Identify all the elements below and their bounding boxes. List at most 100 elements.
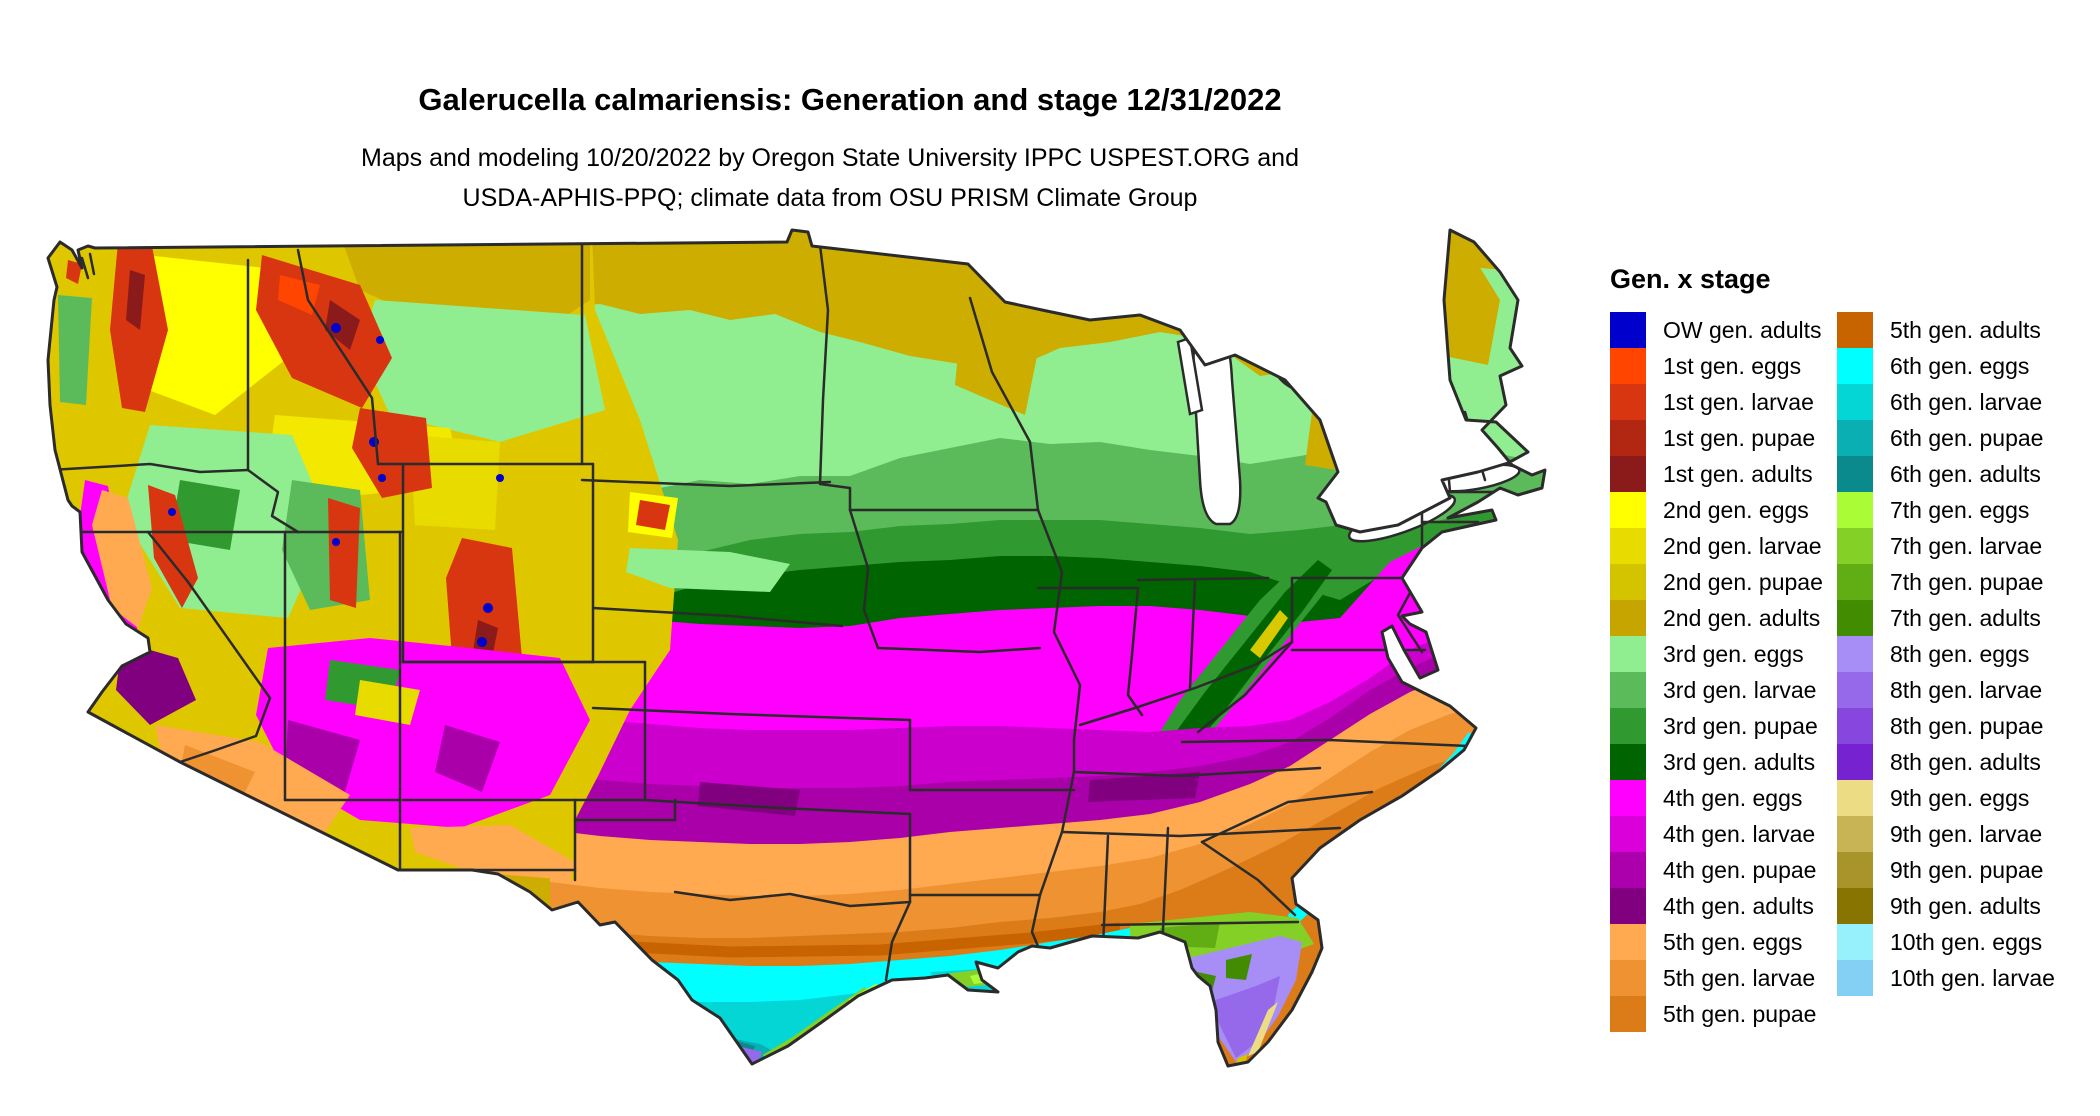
legend-swatch xyxy=(1610,888,1646,924)
mt-ltgreen xyxy=(360,300,605,442)
legend-item: 6th gen. adults xyxy=(1837,456,2064,492)
legend-item-label: 7th gen. larvae xyxy=(1890,532,2043,559)
legend-swatch xyxy=(1610,636,1646,672)
legend-item: 6th gen. eggs xyxy=(1837,348,2064,384)
legend-swatch xyxy=(1610,852,1646,888)
legend-swatch xyxy=(1837,564,1873,600)
legend-item-label: 9th gen. adults xyxy=(1890,892,2041,919)
legend-item-label: 9th gen. larvae xyxy=(1890,820,2043,847)
legend-swatch xyxy=(1837,456,1873,492)
legend-swatch xyxy=(1610,780,1646,816)
legend-item: 1st gen. adults xyxy=(1610,456,1837,492)
fl-khaki-sliver xyxy=(1248,1002,1278,1056)
legend-title: Gen. x stage xyxy=(1610,264,1771,294)
strip-5th-adults xyxy=(574,922,1121,958)
legend-item: 1st gen. pupae xyxy=(1610,420,1837,456)
legend-item: 8th gen. adults xyxy=(1837,744,2064,780)
legend-item: 8th gen. eggs xyxy=(1837,636,2064,672)
legend-swatch xyxy=(1837,672,1873,708)
legend-item-label: 2nd gen. eggs xyxy=(1663,496,1809,523)
legend: Gen. x stage OW gen. adults 1st gen. eggs… xyxy=(1610,264,2064,1032)
legend-swatch xyxy=(1837,924,1873,960)
page-title: Galerucella calmariensis: Generation and… xyxy=(418,82,1282,117)
legend-item-label: 2nd gen. pupae xyxy=(1663,568,1823,595)
legend-item: 9th gen. adults xyxy=(1837,888,2064,924)
legend-item-label: 4th gen. eggs xyxy=(1663,784,1803,811)
legend-item: 4th gen. eggs xyxy=(1610,780,1837,816)
mt-gold xyxy=(320,230,590,340)
legend-item-label: 8th gen. adults xyxy=(1890,748,2041,775)
ne-sandhills-green xyxy=(626,548,790,592)
legend-item: 3rd gen. pupae xyxy=(1610,708,1837,744)
legend-swatch xyxy=(1837,888,1873,924)
legend-swatch xyxy=(1610,564,1646,600)
legend-item: 4th gen. larvae xyxy=(1610,816,1837,852)
legend-swatch xyxy=(1837,312,1873,348)
legend-item: 2nd gen. pupae xyxy=(1610,564,1837,600)
legend-swatch xyxy=(1610,672,1646,708)
legend-item-label: 5th gen. pupae xyxy=(1663,1000,1817,1027)
vt-gold-speck xyxy=(1424,385,1445,442)
legend-swatch xyxy=(1610,708,1646,744)
legend-item: 7th gen. larvae xyxy=(1837,528,2064,564)
legend-swatch xyxy=(1610,420,1646,456)
legend-item: 9th gen. pupae xyxy=(1837,852,2064,888)
legend-item: 8th gen. pupae xyxy=(1837,708,2064,744)
legend-item: 2nd gen. adults xyxy=(1610,600,1837,636)
legend-item-label: 7th gen. eggs xyxy=(1890,496,2030,523)
fl-green-adults-b xyxy=(1226,954,1252,980)
legend-columns: OW gen. adults 1st gen. eggs 1st gen. larv… xyxy=(1610,312,2064,1032)
legend-item-label: 5th gen. eggs xyxy=(1663,928,1803,955)
legend-item-label: 1st gen. larvae xyxy=(1663,388,1814,415)
legend-swatch xyxy=(1837,492,1873,528)
legend-item: 7th gen. eggs xyxy=(1837,492,2064,528)
legend-item-label: 6th gen. adults xyxy=(1890,460,2041,487)
legend-item-label: 9th gen. eggs xyxy=(1890,784,2030,811)
legend-item-label: 10th gen. eggs xyxy=(1890,928,2043,955)
orangered-fringe xyxy=(278,275,320,315)
legend-swatch xyxy=(1837,384,1873,420)
subtitle-line-1: Maps and modeling 10/20/2022 by Oregon S… xyxy=(361,144,1299,172)
patch-4th-adults-b xyxy=(1088,772,1200,802)
legend-swatch xyxy=(1837,420,1873,456)
legend-swatch xyxy=(1610,924,1646,960)
legend-swatch xyxy=(1610,384,1646,420)
legend-item-label: 1st gen. eggs xyxy=(1663,352,1802,379)
us-outline xyxy=(46,228,1547,1068)
nm-s-orange xyxy=(410,825,575,880)
legend-swatch xyxy=(1610,456,1646,492)
legend-item: 1st gen. eggs xyxy=(1610,348,1837,384)
legend-item-label: 8th gen. larvae xyxy=(1890,676,2043,703)
legend-item: 3rd gen. adults xyxy=(1610,744,1837,780)
legend-item-label: 5th gen. adults xyxy=(1890,316,2041,343)
legend-item: 7th gen. pupae xyxy=(1837,564,2064,600)
legend-item: 5th gen. adults xyxy=(1837,312,2064,348)
legend-column: 5th gen. adults 6th gen. eggs 6th gen. lar… xyxy=(1837,312,2064,996)
legend-item: 6th gen. pupae xyxy=(1837,420,2064,456)
legend-item-label: 6th gen. eggs xyxy=(1890,352,2030,379)
legend-item-label: 1st gen. pupae xyxy=(1663,424,1816,451)
fl-bigbend-teal xyxy=(1138,938,1190,970)
darkred-b xyxy=(325,300,360,350)
willamette-green xyxy=(58,295,92,405)
socal-purple xyxy=(116,642,196,725)
legend-item-label: 6th gen. pupae xyxy=(1890,424,2044,451)
legend-item: 2nd gen. eggs xyxy=(1610,492,1837,528)
legend-swatch xyxy=(1837,708,1873,744)
legend-swatch xyxy=(1837,600,1873,636)
legend-swatch xyxy=(1837,816,1873,852)
map-fill-layers xyxy=(48,230,1545,1066)
ny-gold-speck xyxy=(1328,480,1360,505)
legend-item: OW gen. adults xyxy=(1610,312,1837,348)
legend-item: 5th gen. larvae xyxy=(1610,960,1837,996)
lake-st-clair xyxy=(1337,501,1355,519)
legend-swatch xyxy=(1610,348,1646,384)
az-purple-b xyxy=(435,725,500,792)
legend-item: 7th gen. adults xyxy=(1837,600,2064,636)
legend-item-label: 3rd gen. pupae xyxy=(1663,712,1818,739)
legend-item: 5th gen. pupae xyxy=(1610,996,1837,1032)
legend-swatch xyxy=(1610,492,1646,528)
legend-item-label: 4th gen. adults xyxy=(1663,892,1814,919)
legend-swatch xyxy=(1837,960,1873,996)
legend-item-label: 7th gen. pupae xyxy=(1890,568,2044,595)
